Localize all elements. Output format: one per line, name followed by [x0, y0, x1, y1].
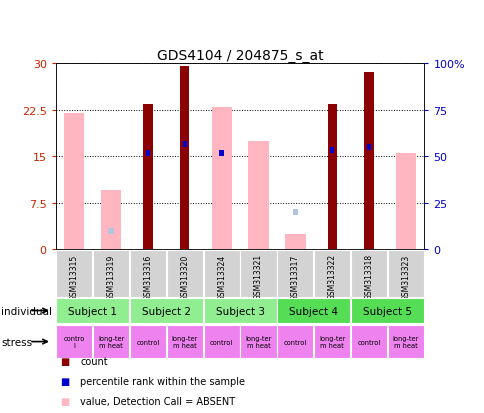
Bar	[248, 142, 268, 250]
Bar	[101, 191, 121, 250]
Bar	[314, 325, 349, 358]
Text: GSM313320: GSM313320	[180, 254, 189, 300]
Bar	[203, 325, 239, 358]
Bar	[219, 151, 224, 157]
Bar	[285, 235, 305, 250]
Text: GSM313323: GSM313323	[401, 254, 409, 300]
Bar	[327, 104, 336, 250]
Text: percentile rank within the sample: percentile rank within the sample	[80, 376, 244, 386]
Text: long-ter
m heat: long-ter m heat	[98, 335, 124, 348]
Bar	[143, 104, 152, 250]
Bar	[292, 210, 298, 216]
Bar	[130, 250, 166, 297]
Text: ■: ■	[60, 396, 70, 406]
Text: Subject 1: Subject 1	[68, 306, 117, 316]
Text: long-ter
m heat: long-ter m heat	[392, 335, 418, 348]
Bar	[180, 67, 189, 250]
Text: long-ter
m heat: long-ter m heat	[318, 335, 345, 348]
Bar	[363, 74, 373, 250]
Bar	[93, 325, 129, 358]
Text: contro
l: contro l	[63, 335, 85, 348]
Text: control: control	[136, 339, 159, 345]
Bar	[93, 250, 129, 297]
Bar	[277, 299, 349, 323]
Text: GSM313317: GSM313317	[290, 254, 299, 300]
Bar	[166, 325, 202, 358]
Bar	[108, 228, 114, 234]
Bar	[395, 154, 415, 250]
Text: long-ter
m heat: long-ter m heat	[171, 335, 197, 348]
Bar	[130, 299, 202, 323]
Bar	[314, 250, 349, 297]
Bar	[350, 250, 386, 297]
Text: Subject 3: Subject 3	[215, 306, 264, 316]
Title: GDS4104 / 204875_s_at: GDS4104 / 204875_s_at	[156, 49, 323, 63]
Text: stress: stress	[1, 337, 32, 347]
Bar	[277, 325, 313, 358]
Bar	[203, 250, 239, 297]
Text: ■: ■	[60, 376, 70, 386]
Text: control: control	[357, 339, 380, 345]
Text: ■: ■	[60, 356, 70, 366]
Bar	[56, 299, 129, 323]
Text: GSM313324: GSM313324	[217, 254, 226, 300]
Text: GSM313321: GSM313321	[254, 254, 262, 300]
Text: GSM313316: GSM313316	[143, 254, 152, 300]
Bar	[64, 114, 84, 250]
Bar	[366, 145, 371, 150]
Bar	[145, 151, 150, 157]
Bar	[277, 250, 313, 297]
Bar	[182, 142, 187, 147]
Bar	[240, 325, 276, 358]
Bar	[211, 107, 231, 250]
Text: control: control	[283, 339, 306, 345]
Text: count: count	[80, 356, 107, 366]
Bar	[56, 325, 92, 358]
Bar	[240, 250, 276, 297]
Bar	[56, 250, 92, 297]
Text: Subject 2: Subject 2	[141, 306, 191, 316]
Text: control: control	[210, 339, 233, 345]
Bar	[387, 325, 423, 358]
Bar	[203, 299, 276, 323]
Bar	[130, 325, 166, 358]
Text: Subject 5: Subject 5	[362, 306, 411, 316]
Bar	[329, 148, 334, 154]
Text: GSM313319: GSM313319	[106, 254, 115, 300]
Text: individual: individual	[1, 306, 52, 316]
Bar	[350, 325, 386, 358]
Text: GSM313318: GSM313318	[364, 254, 373, 300]
Text: GSM313322: GSM313322	[327, 254, 336, 300]
Bar	[387, 250, 423, 297]
Bar	[350, 299, 423, 323]
Bar	[166, 250, 202, 297]
Text: GSM313315: GSM313315	[70, 254, 78, 300]
Text: Subject 4: Subject 4	[288, 306, 338, 316]
Text: long-ter
m heat: long-ter m heat	[245, 335, 271, 348]
Text: value, Detection Call = ABSENT: value, Detection Call = ABSENT	[80, 396, 235, 406]
